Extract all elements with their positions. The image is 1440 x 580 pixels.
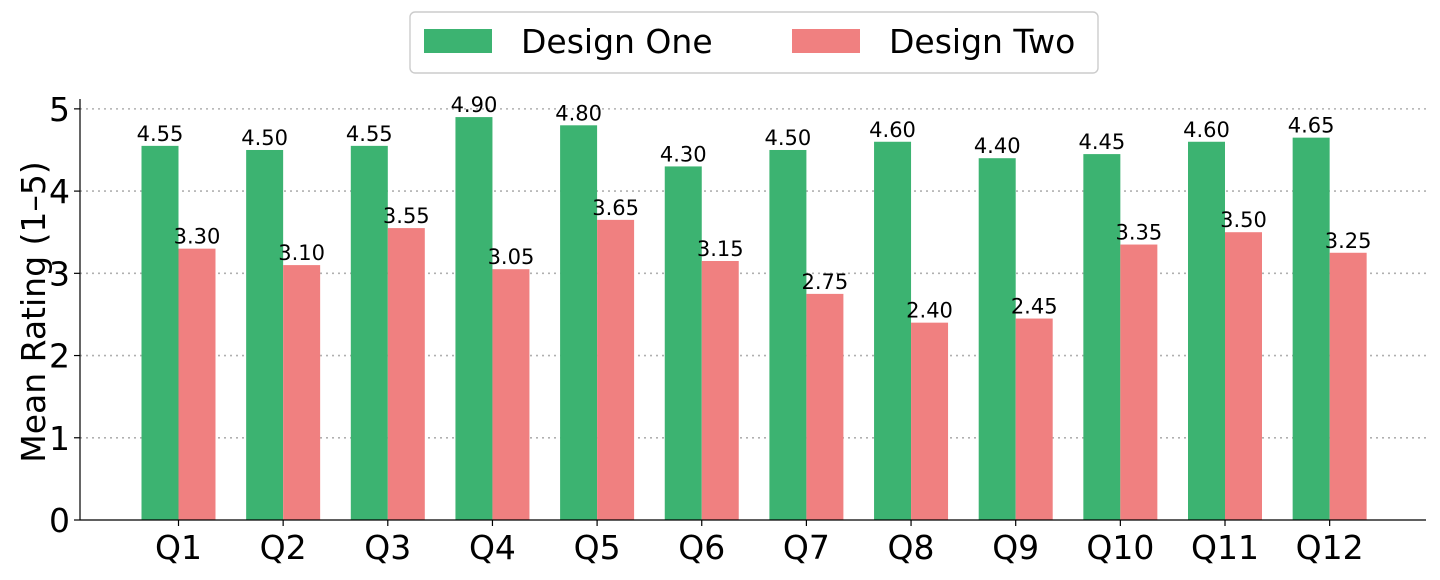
bar-design-one [664, 166, 702, 520]
data-label: 3.35 [1115, 221, 1162, 245]
data-label: 2.45 [1011, 295, 1058, 319]
y-tick-label: 5 [49, 90, 70, 129]
data-label: 4.50 [765, 126, 812, 150]
bar-design-two [806, 293, 844, 520]
bar-design-two [387, 228, 425, 520]
data-label: 4.80 [555, 101, 602, 125]
y-tick-label: 1 [49, 419, 70, 458]
bar-design-one [1188, 141, 1225, 520]
legend-label-design-one: Design One [521, 22, 713, 61]
bar-design-one [1292, 137, 1330, 520]
bar-design-two [1225, 232, 1262, 520]
data-label: 3.30 [174, 225, 221, 249]
data-label: 3.55 [383, 204, 430, 228]
gridlines [80, 108, 1426, 439]
bar-design-one [978, 158, 1016, 520]
bar-design-one [874, 141, 912, 520]
data-label: 3.50 [1220, 208, 1267, 232]
bar-design-two [701, 260, 739, 520]
bar-design-one [141, 145, 179, 520]
data-label: 4.90 [451, 93, 498, 117]
data-label: 4.55 [346, 122, 393, 146]
y-axis-title: Mean Rating (1–5) [14, 161, 53, 463]
bar-design-two [911, 322, 949, 520]
x-tick-label: Q11 [1191, 528, 1259, 567]
legend-box [409, 11, 1099, 74]
data-label: 4.50 [241, 126, 288, 150]
bar-design-two [1015, 318, 1053, 520]
bar-design-two [1329, 252, 1367, 520]
x-tick-label: Q5 [574, 528, 621, 567]
data-label: 3.05 [488, 245, 535, 269]
legend: Design One Design Two [409, 11, 1099, 74]
x-tick-label: Q8 [888, 528, 935, 567]
bar-design-two [597, 219, 635, 520]
bar-design-one [1083, 154, 1121, 520]
x-tick-label: Q2 [260, 528, 307, 567]
x-tick-label: Q3 [364, 528, 411, 567]
bars [141, 117, 1367, 520]
data-label: 4.55 [137, 122, 184, 146]
bar-design-one [246, 149, 284, 520]
data-label: 4.40 [974, 134, 1021, 158]
x-tick-label: Q9 [992, 528, 1039, 567]
y-tick-label: 0 [49, 501, 70, 540]
data-label: 4.60 [869, 118, 916, 142]
data-label: 2.75 [802, 270, 849, 294]
bar-design-one [350, 145, 388, 520]
data-label: 4.65 [1288, 114, 1335, 138]
bar-design-two [492, 269, 530, 520]
data-label: 4.30 [660, 142, 707, 166]
y-tick-label: 3 [49, 254, 70, 293]
data-label: 3.25 [1325, 229, 1372, 253]
bar-design-two [1120, 244, 1158, 520]
bar-design-two [178, 248, 216, 520]
bar-design-two [283, 265, 321, 520]
y-tick-label: 2 [49, 337, 70, 376]
data-label: 2.40 [906, 299, 953, 323]
x-tick-label: Q1 [155, 528, 202, 567]
bar-design-one [560, 125, 598, 520]
bar-design-one [769, 149, 807, 520]
x-tick-label: Q4 [469, 528, 516, 567]
bar-design-one [455, 117, 493, 520]
data-label: 4.45 [1078, 130, 1125, 154]
y-tick-label: 4 [49, 172, 70, 211]
x-tick-label: Q10 [1086, 528, 1154, 567]
x-tick-label: Q12 [1296, 528, 1364, 567]
data-label: 3.10 [278, 241, 325, 265]
data-labels: 4.55 3.30 4.50 3.10 4.55 3.55 4.90 3.05 4.80 3.65… [137, 93, 1372, 323]
x-tick-label: Q7 [783, 528, 830, 567]
data-label: 3.15 [697, 237, 744, 261]
axes: 0 1 2 3 4 5 Q1 Q2 Q3 Q4 Q5 Q6 Q7 Q8 Q9 Q10 Q11 Q12 [49, 90, 1426, 567]
x-tick-label: Q6 [678, 528, 725, 567]
legend-label-design-two: Design Two [889, 22, 1075, 61]
legend-swatch-design-one [424, 29, 492, 53]
legend-swatch-design-two [792, 29, 860, 53]
data-label: 3.65 [592, 196, 639, 220]
data-label: 4.60 [1183, 118, 1230, 142]
